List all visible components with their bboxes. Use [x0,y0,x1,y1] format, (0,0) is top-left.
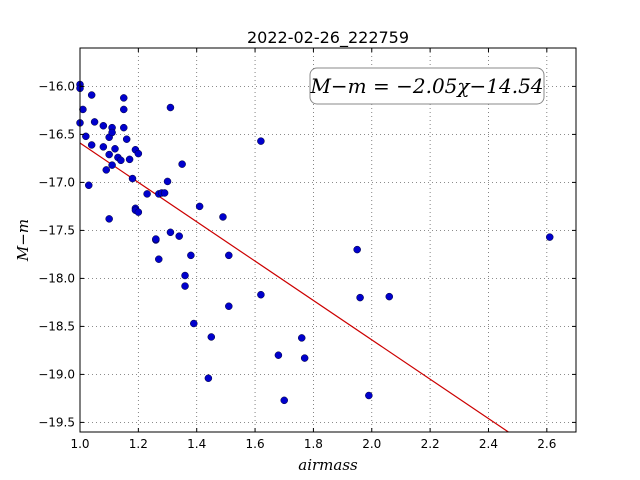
data-point [219,213,227,221]
data-point [280,396,288,405]
data-point [87,91,96,99]
x-tick-label: 1.4 [187,437,206,451]
data-point [257,290,265,299]
data-point [204,374,213,382]
grid-lines [80,48,576,432]
data-point [274,351,283,359]
x-tick-label: 2.4 [479,437,498,451]
data-point [99,143,108,151]
data-point [257,137,265,145]
data-point [225,302,233,310]
y-tick-label: −18.5 [38,319,75,333]
data-point [152,235,160,243]
data-point [108,161,116,169]
data-point [105,150,113,159]
data-point [190,319,198,328]
data-point [128,174,137,183]
data-point [111,145,119,153]
data-point [163,177,172,186]
data-point [120,105,128,114]
data-point [108,128,116,137]
fit-line-layer [79,142,509,433]
data-point [105,215,113,223]
data-point [85,181,93,190]
data-point [187,251,195,260]
fit-equation: M−m = −2.05χ−14.54 [309,74,543,98]
axis-ticks [79,48,576,432]
data-point [117,156,125,165]
y-tick-label: −16.5 [38,127,75,141]
data-point [82,132,90,141]
data-point [99,122,108,130]
data-point [195,202,204,211]
data-point [120,123,128,132]
data-point [134,208,143,216]
x-tick-label: 1.8 [304,437,323,451]
y-tick-label: −17.5 [38,223,75,237]
data-point [143,190,151,198]
data-point [125,155,134,164]
data-point [175,232,183,240]
chart-title: 2022-02-26_222759 [247,28,409,48]
x-tick-label: 2.6 [537,437,556,451]
plot-frame [79,47,577,433]
x-tick-labels: 1.0 1.2 1.4 1.6 1.8 2.0 2.2 2.4 2.6 [70,437,556,451]
data-point [356,293,364,302]
data-point [120,94,128,102]
y-tick-label: −17.0 [38,175,75,189]
x-tick-label: 1.2 [129,437,148,451]
data-point [79,105,87,114]
data-point [87,141,96,149]
fit-equation-box: M−m = −2.05χ−14.54 [309,67,545,105]
data-point [166,228,175,237]
data-point [365,391,373,400]
x-tick-label: 2.0 [362,437,381,451]
data-point [545,233,554,241]
data-point [225,251,233,260]
data-point [160,189,169,197]
y-tick-label: −19.5 [38,415,75,429]
y-axis-label: M−m [14,219,32,262]
data-point [90,118,99,126]
x-axis-label: airmass [298,456,358,474]
data-point [181,282,189,290]
data-point [122,135,131,143]
data-point [102,166,111,174]
data-point [385,292,394,301]
data-point [297,334,306,342]
x-tick-label: 1.0 [70,437,89,451]
fit-line [79,142,509,433]
y-tick-label: −19.0 [38,367,75,381]
data-point [181,271,189,280]
data-point [300,354,309,362]
x-tick-label: 1.6 [246,437,265,451]
data-point [207,333,216,341]
data-point [155,255,163,263]
data-points [76,80,554,405]
data-point [353,245,361,254]
data-point [166,103,175,112]
data-point [178,160,186,168]
x-tick-label: 2.2 [421,437,440,451]
y-tick-label: −18.0 [38,271,75,285]
y-tick-labels: −16.0 −16.5 −17.0 −17.5 −18.0 −18.5 −19.0 −19.5 [38,79,75,429]
data-point [134,149,143,158]
y-tick-label: −16.0 [38,79,75,93]
